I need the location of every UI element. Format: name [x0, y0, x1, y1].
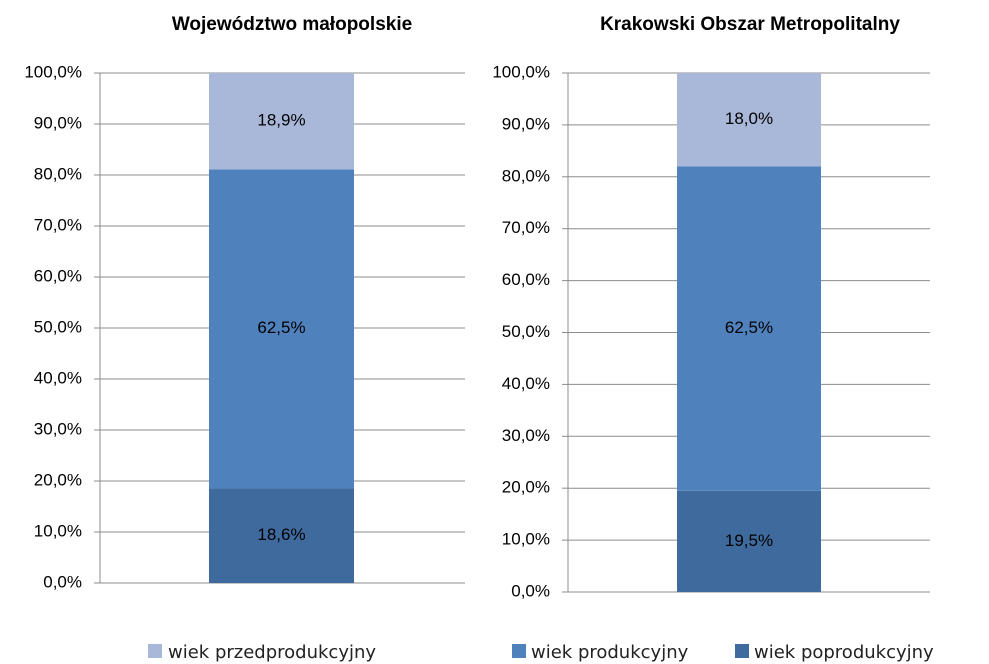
y-tick-label: 60,0%	[502, 270, 550, 289]
y-tick-label: 10,0%	[502, 530, 550, 549]
y-tick-label: 70,0%	[34, 215, 82, 234]
y-tick-label: 30,0%	[502, 426, 550, 445]
legend-label: wiek poprodukcyjny	[754, 642, 934, 663]
y-tick-label: 100,0%	[24, 62, 82, 81]
legend-label: wiek przedprodukcyjny	[168, 642, 376, 663]
data-label: 18,6%	[257, 525, 305, 544]
y-tick-label: 70,0%	[502, 218, 550, 237]
legend-label: wiek produkcyjny	[531, 642, 689, 663]
bar-segment	[209, 488, 354, 583]
y-tick-label: 40,0%	[34, 368, 82, 387]
y-tick-label: 20,0%	[34, 470, 82, 489]
y-tick-label: 80,0%	[502, 166, 550, 185]
legend-swatch	[148, 644, 162, 658]
chart-title: Województwo małopolskie	[172, 14, 412, 35]
legend-swatch	[512, 644, 526, 658]
chart-title: Krakowski Obszar Metropolitalny	[600, 14, 900, 35]
y-tick-label: 10,0%	[34, 521, 82, 540]
data-label: 19,5%	[725, 531, 773, 550]
data-label: 18,0%	[725, 109, 773, 128]
bar-segment	[677, 73, 821, 167]
y-tick-label: 60,0%	[34, 266, 82, 285]
y-tick-label: 50,0%	[34, 317, 82, 336]
bar-segment	[677, 490, 821, 592]
y-tick-label: 0,0%	[511, 581, 550, 600]
bar-segment	[209, 169, 354, 489]
y-tick-label: 80,0%	[34, 164, 82, 183]
data-label: 18,9%	[257, 111, 305, 130]
legend-swatch	[735, 644, 749, 658]
y-tick-label: 90,0%	[34, 113, 82, 132]
data-label: 62,5%	[257, 318, 305, 337]
y-tick-label: 100,0%	[492, 62, 550, 81]
y-tick-label: 20,0%	[502, 478, 550, 497]
y-tick-label: 90,0%	[502, 114, 550, 133]
y-tick-label: 30,0%	[34, 419, 82, 438]
data-label: 62,5%	[725, 318, 773, 337]
y-tick-label: 40,0%	[502, 374, 550, 393]
bar-segment	[677, 166, 821, 491]
y-tick-label: 50,0%	[502, 322, 550, 341]
y-tick-label: 0,0%	[43, 572, 82, 591]
bar-segment	[209, 73, 354, 170]
